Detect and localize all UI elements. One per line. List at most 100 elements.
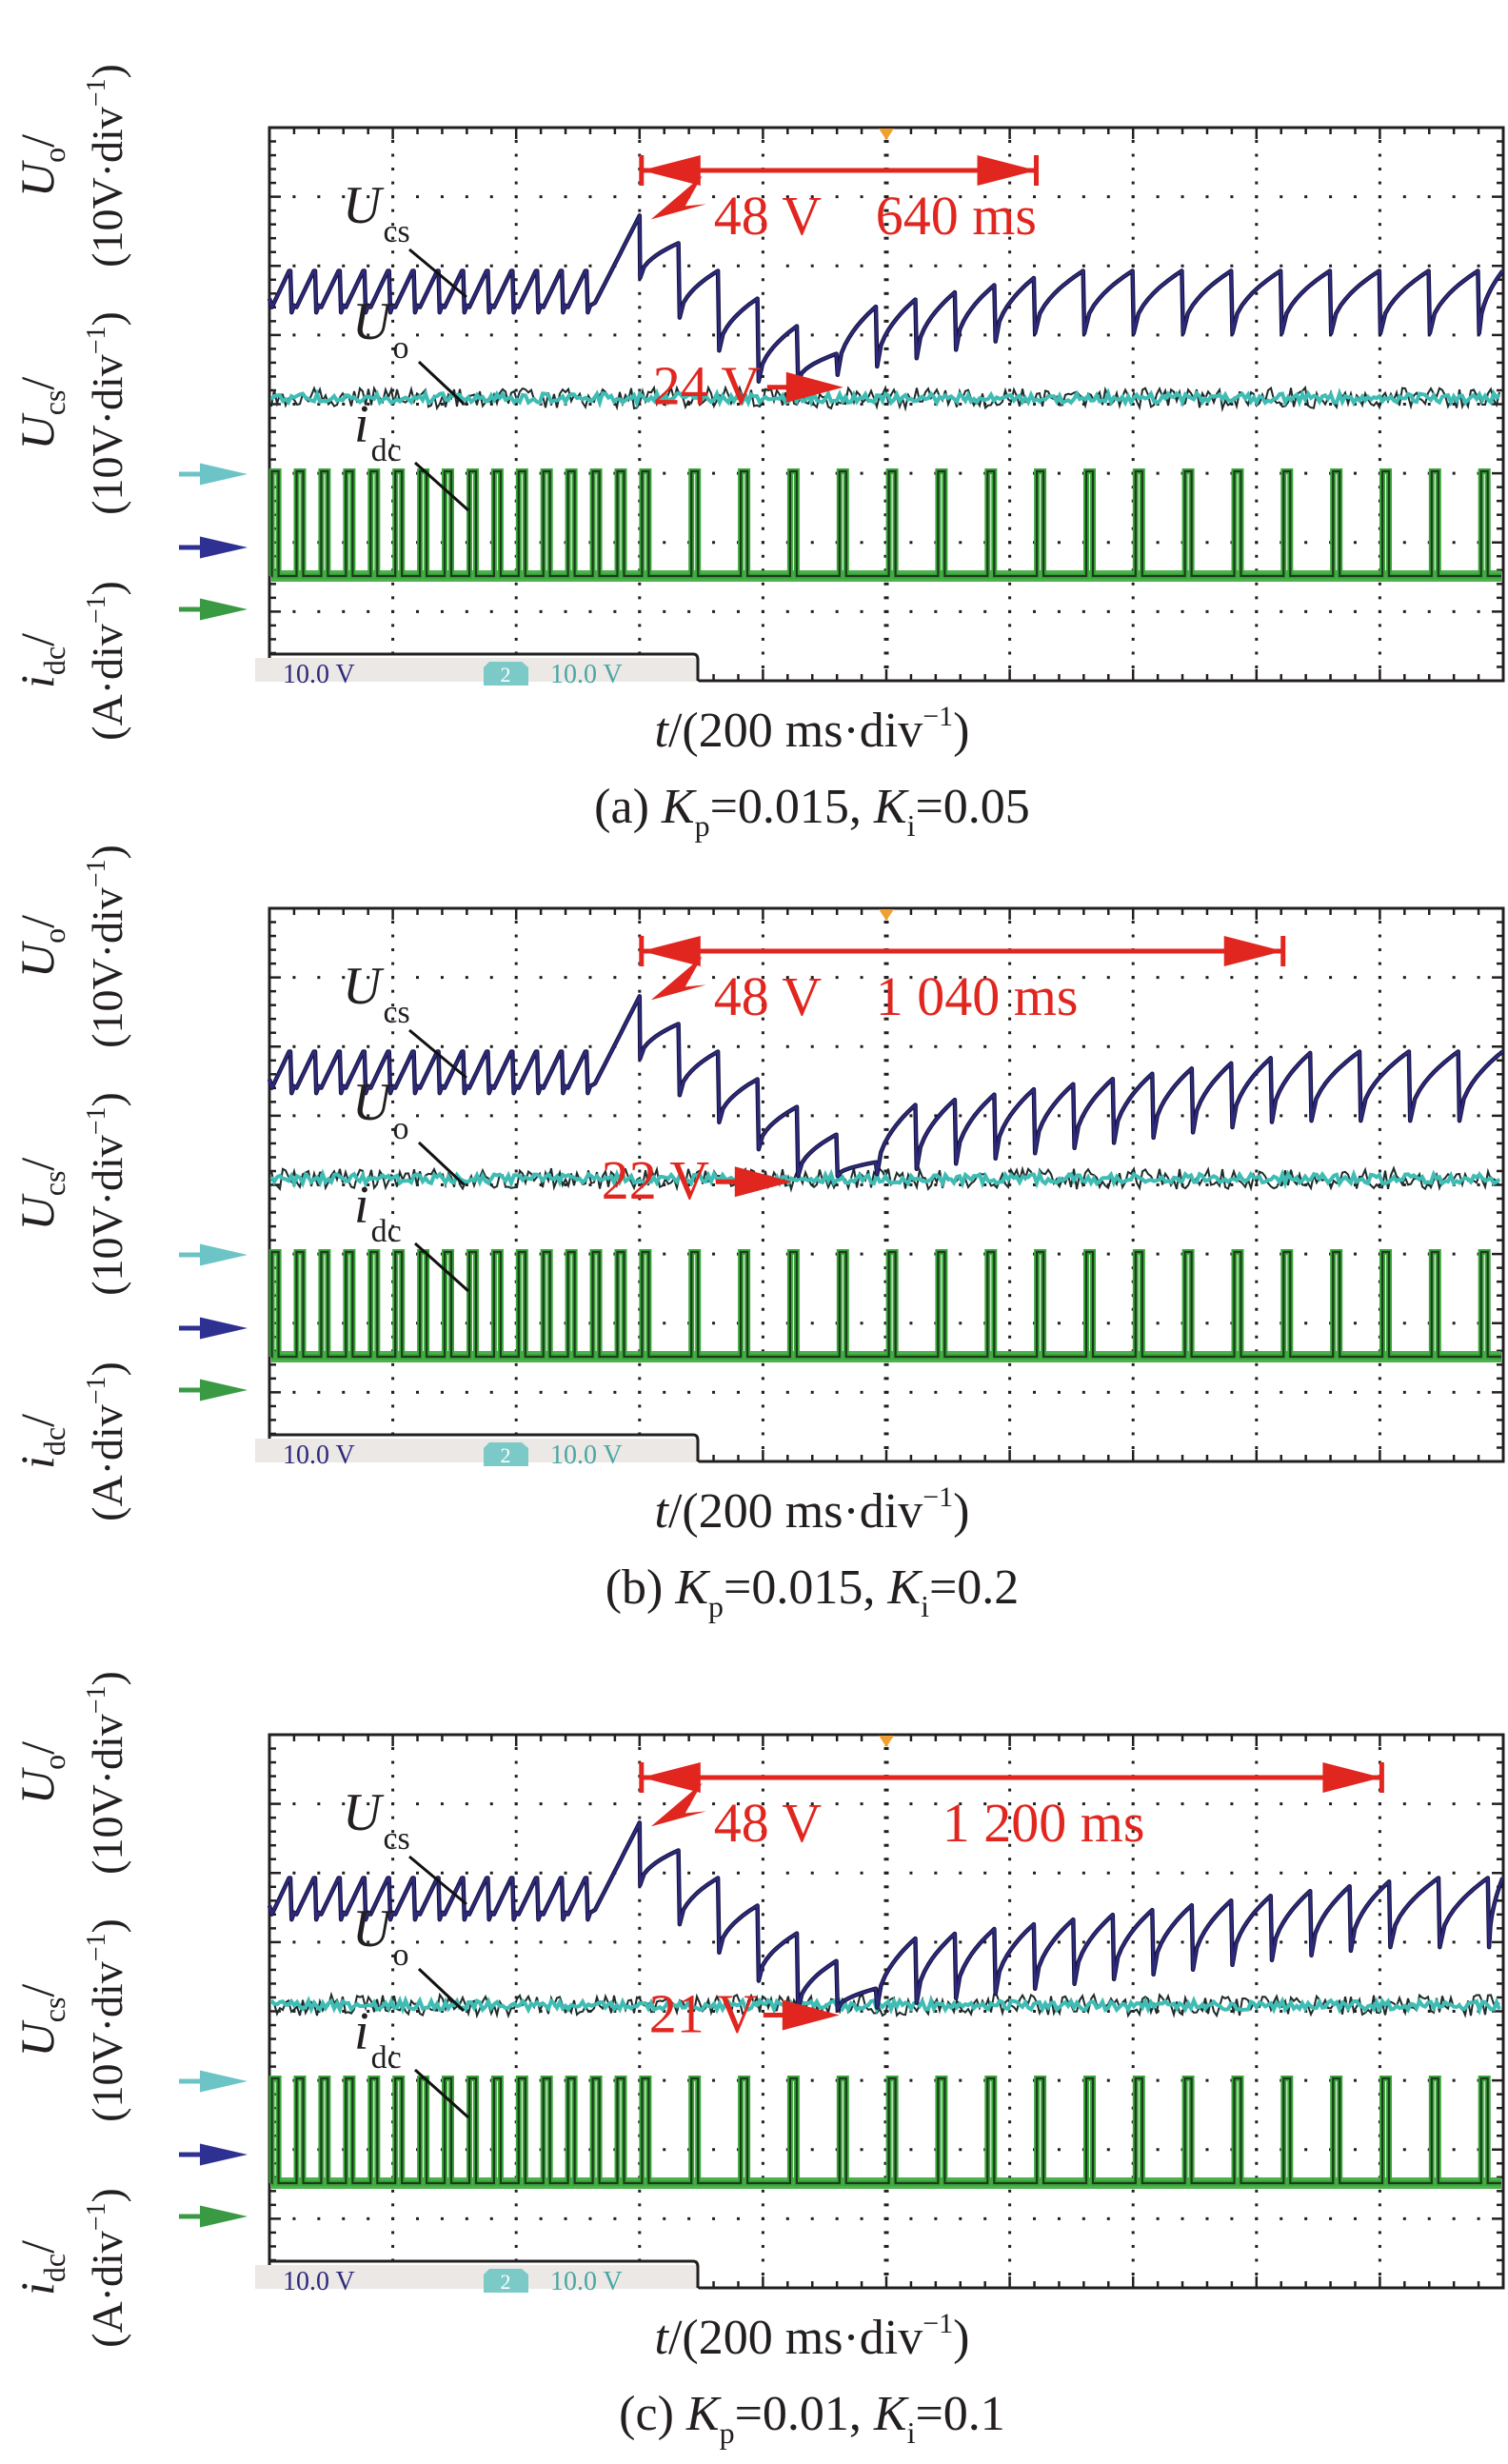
grid-dot: [367, 609, 370, 613]
grid-center-tick: [883, 582, 889, 586]
grid-dot: [514, 1418, 518, 1421]
grid-dot: [1131, 140, 1135, 144]
grid-dot: [514, 319, 518, 323]
grid-dot: [860, 333, 863, 337]
grid-dot: [761, 153, 764, 157]
leader-line-idc: [414, 461, 469, 512]
grid-center-tick: [883, 181, 889, 185]
grid-dot: [1402, 1044, 1406, 1048]
leader-line-uo: [417, 1141, 466, 1186]
grid-dot: [712, 609, 716, 613]
grid-dot: [909, 2148, 913, 2152]
grid-dot: [1255, 1086, 1259, 1090]
grid-dot: [1081, 403, 1085, 406]
grid-dot: [1452, 1940, 1456, 1944]
grid-dot: [391, 2065, 395, 2069]
grid-dot: [514, 2203, 518, 2207]
grid-dot: [1255, 1252, 1259, 1256]
grid-dot: [1402, 471, 1406, 475]
grid-dot: [638, 2051, 642, 2055]
grid-dot: [1255, 2106, 1259, 2110]
grid-dot: [440, 609, 444, 613]
grid-dot: [1008, 582, 1012, 586]
grid-dot: [588, 1114, 592, 1118]
grid-dot: [1008, 1239, 1012, 1242]
grid-dot: [959, 2148, 962, 2152]
grid-dot: [761, 1280, 764, 1283]
caption-kp-value: =0.01,: [735, 2387, 874, 2441]
grid-dot: [761, 2244, 764, 2248]
grid-dot: [1033, 976, 1037, 980]
grid-dot: [292, 976, 296, 980]
grid-dot: [785, 1390, 789, 1394]
caption-ki-value: =0.1: [915, 2387, 1004, 2441]
grid-dot: [1131, 153, 1135, 157]
grid-dot: [1255, 1432, 1259, 1436]
grid-dot: [1131, 1086, 1135, 1090]
grid-dot: [1008, 416, 1012, 420]
grid-dot: [860, 1044, 863, 1048]
grid-dot: [514, 264, 518, 268]
grid-dot: [1205, 976, 1209, 980]
grid-dot: [934, 1044, 938, 1048]
grid-dot: [1378, 2231, 1381, 2235]
y-axis-label-unit-o: (10V·div−1): [82, 64, 131, 268]
grid-dot: [761, 2010, 764, 2013]
grid-dot: [638, 1981, 642, 1985]
grid-dot: [761, 1432, 764, 1436]
grid-dot: [1205, 1802, 1209, 1806]
grid-dot: [1255, 319, 1259, 323]
grid-dot: [1057, 2216, 1061, 2220]
y-label-slash: /: [10, 2240, 64, 2254]
grid-dot: [514, 1843, 518, 1847]
grid-dot: [1378, 444, 1381, 447]
grid-dot: [1255, 1155, 1259, 1159]
grid-dot: [613, 333, 617, 337]
grid-dot: [489, 1390, 493, 1394]
x-label-variable: t: [655, 2311, 670, 2365]
grid-dot: [1081, 2216, 1085, 2220]
grid-dot: [959, 609, 962, 613]
grid-dot: [1402, 2216, 1406, 2220]
grid-dot: [1378, 1044, 1381, 1048]
grid-dot: [1156, 195, 1160, 199]
grid-dot: [613, 609, 617, 613]
grid-dot: [1378, 1211, 1381, 1215]
grid-dot: [1378, 1100, 1381, 1103]
channel-marker-uo-icon: [179, 2070, 248, 2093]
grid-dot: [489, 609, 493, 613]
grid-dot: [440, 1802, 444, 1806]
grid-dot: [1008, 1858, 1012, 1861]
grid-dot: [1230, 195, 1234, 199]
grid-dot: [712, 1252, 716, 1256]
grid-dot: [588, 1940, 592, 1944]
grid-dot: [317, 1871, 321, 1875]
ch1-scale-readout: 10.0 V: [283, 1441, 355, 1470]
grid-dot: [761, 140, 764, 144]
grid-dot: [934, 2216, 938, 2220]
grid-dot: [367, 1390, 370, 1394]
grid-dot: [1131, 1404, 1135, 1408]
grid-dot: [489, 1802, 493, 1806]
grid-dot: [1255, 1321, 1259, 1325]
grid-dot: [367, 1183, 370, 1186]
grid-dot: [1106, 1114, 1110, 1118]
grid-dot: [292, 403, 296, 406]
ch2-scale-readout: 10.0 V: [550, 2267, 623, 2296]
grid-dot: [514, 2244, 518, 2248]
grid-dot: [761, 2231, 764, 2235]
grid-dot: [761, 1981, 764, 1985]
grid-dot: [835, 195, 839, 199]
grid-dot: [1353, 2078, 1357, 2082]
x-label-variable: t: [655, 1484, 670, 1539]
grid-dot: [564, 1802, 567, 1806]
grid-dot: [1057, 1940, 1061, 1944]
grid-dot: [1106, 2148, 1110, 2152]
grid-dot: [1329, 1390, 1333, 1394]
grid-dot: [860, 2078, 863, 2082]
y-label-close: ): [83, 1671, 131, 1685]
grid-dot: [1008, 527, 1012, 530]
grid-dot: [1008, 1898, 1012, 1902]
grid-dot: [391, 2231, 395, 2235]
grid-dot: [785, 264, 789, 268]
